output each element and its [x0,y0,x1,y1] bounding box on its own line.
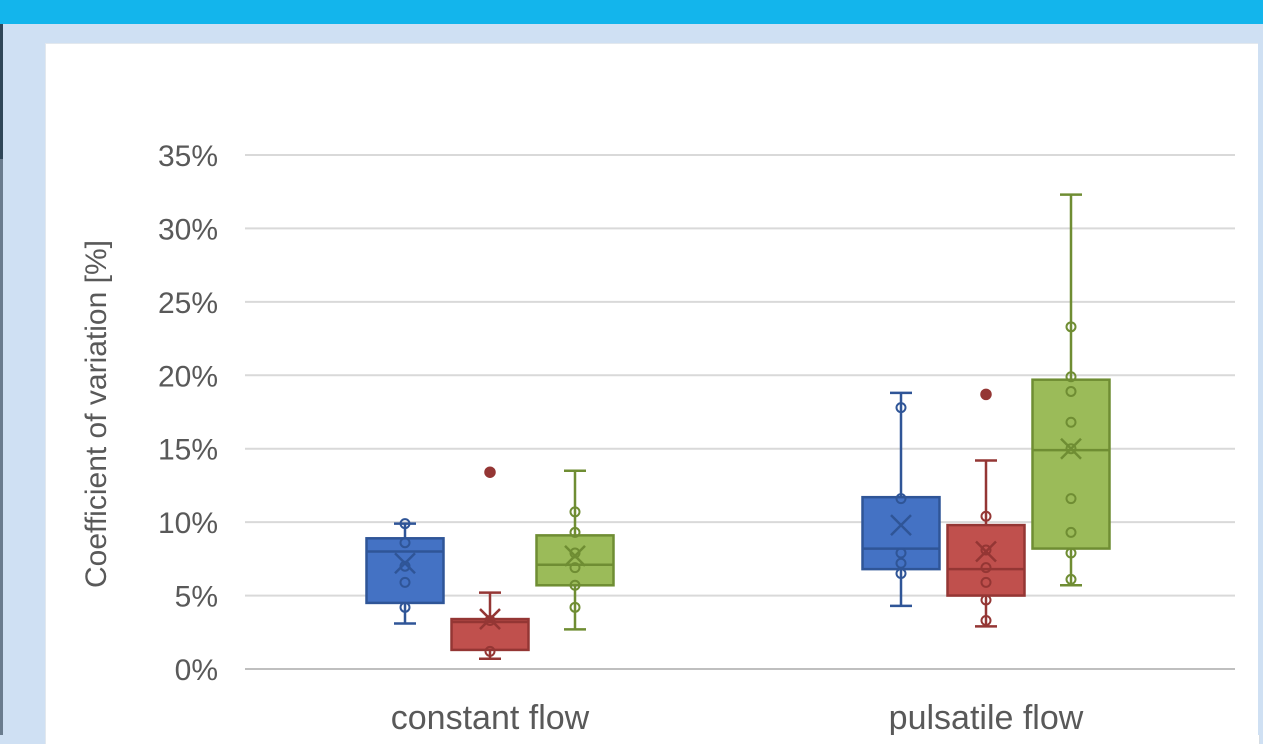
data-point [1065,573,1077,585]
y-tick-label: 25% [158,287,218,320]
data-point [980,576,992,588]
data-point [569,601,581,613]
data-point [895,402,907,414]
category-label-pulsatile-flow: pulsatile flow [889,699,1084,735]
y-tick-label: 20% [158,360,218,393]
mean-marker [479,608,501,630]
data-point [399,576,411,588]
data-point [980,544,992,556]
data-point [399,601,411,613]
y-tick-labels: 0% 5% 10% 15% 20% 25% 30% 35% [158,140,218,687]
y-tick-label: 15% [158,434,218,467]
box-green-constant-flow [535,469,615,631]
box-red-constant-flow [450,466,530,660]
data-point [1065,371,1077,383]
outlier-point [980,388,992,401]
data-point [1065,443,1077,455]
data-point [1065,321,1077,333]
y-tick-label: 35% [158,140,218,173]
data-point [895,557,907,569]
data-point [1065,547,1077,559]
data-point [399,537,411,549]
left-window-edge [0,24,3,735]
box-body [450,617,530,652]
data-point [1065,385,1077,397]
data-point [980,594,992,606]
data-point [399,518,411,530]
y-tick-label: 30% [158,213,218,246]
data-point [569,506,581,518]
outlier-point [484,466,496,478]
y-tick-label: 5% [175,581,218,614]
box-body [1031,378,1111,550]
data-point [569,562,581,574]
mean-marker [564,545,586,567]
box-green-pulsatile-flow [1031,193,1111,587]
data-point [1065,493,1077,505]
data-point [569,579,581,591]
data-point [1065,416,1077,428]
box-blue-constant-flow [365,518,445,625]
box-body [946,523,1026,597]
mean-marker [394,552,416,575]
y-tick-label: 0% [175,654,218,687]
data-point [484,615,496,627]
data-point [1065,526,1077,538]
box-blue-pulsatile-flow [861,391,941,608]
mean-marker [890,514,912,536]
data-point [895,493,907,505]
box-series [365,193,1111,660]
data-point [895,568,907,580]
data-point [569,526,581,538]
y-axis-title: Coefficient of variation [%] [80,240,113,588]
data-point [895,547,907,559]
top-color-bar [0,0,1263,24]
mean-marker [975,540,997,563]
data-point [980,562,992,574]
category-label-constant-flow: constant flow [391,699,590,735]
data-point [484,645,496,657]
right-window-edge [1258,24,1263,735]
category-labels: constant flow pulsatile flow [391,699,1084,735]
data-point [980,510,992,522]
box-red-pulsatile-flow [946,388,1026,628]
mean-marker [1060,437,1082,460]
data-point [980,615,992,627]
left-window-edge-dark [0,24,3,159]
box-body [535,534,615,587]
y-tick-label: 10% [158,507,218,540]
